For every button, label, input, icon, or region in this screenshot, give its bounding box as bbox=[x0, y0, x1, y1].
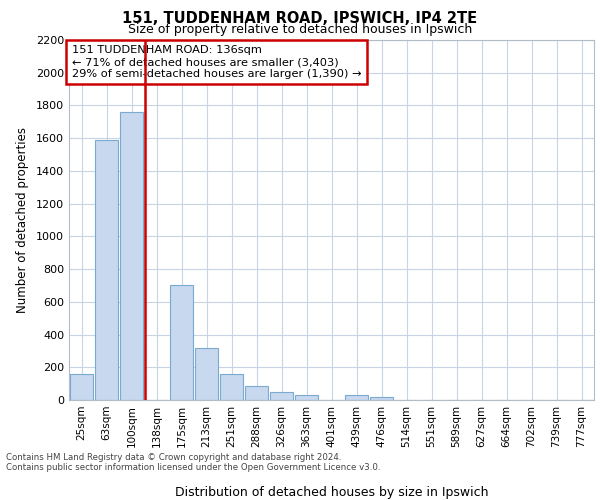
Y-axis label: Number of detached properties: Number of detached properties bbox=[16, 127, 29, 313]
X-axis label: Distribution of detached houses by size in Ipswich: Distribution of detached houses by size … bbox=[175, 486, 488, 499]
Bar bbox=[269, 392, 293, 400]
Bar bbox=[220, 374, 244, 400]
Text: 151 TUDDENHAM ROAD: 136sqm
← 71% of detached houses are smaller (3,403)
29% of s: 151 TUDDENHAM ROAD: 136sqm ← 71% of deta… bbox=[71, 46, 361, 78]
Bar bbox=[370, 396, 394, 400]
Text: Contains public sector information licensed under the Open Government Licence v3: Contains public sector information licen… bbox=[6, 464, 380, 472]
Bar bbox=[170, 286, 193, 400]
Bar bbox=[194, 348, 218, 400]
Bar bbox=[245, 386, 268, 400]
Text: Size of property relative to detached houses in Ipswich: Size of property relative to detached ho… bbox=[128, 22, 472, 36]
Bar bbox=[119, 112, 143, 400]
Text: Contains HM Land Registry data © Crown copyright and database right 2024.: Contains HM Land Registry data © Crown c… bbox=[6, 454, 341, 462]
Bar bbox=[295, 395, 319, 400]
Bar bbox=[70, 374, 94, 400]
Bar bbox=[344, 395, 368, 400]
Text: 151, TUDDENHAM ROAD, IPSWICH, IP4 2TE: 151, TUDDENHAM ROAD, IPSWICH, IP4 2TE bbox=[122, 11, 478, 26]
Bar bbox=[95, 140, 118, 400]
